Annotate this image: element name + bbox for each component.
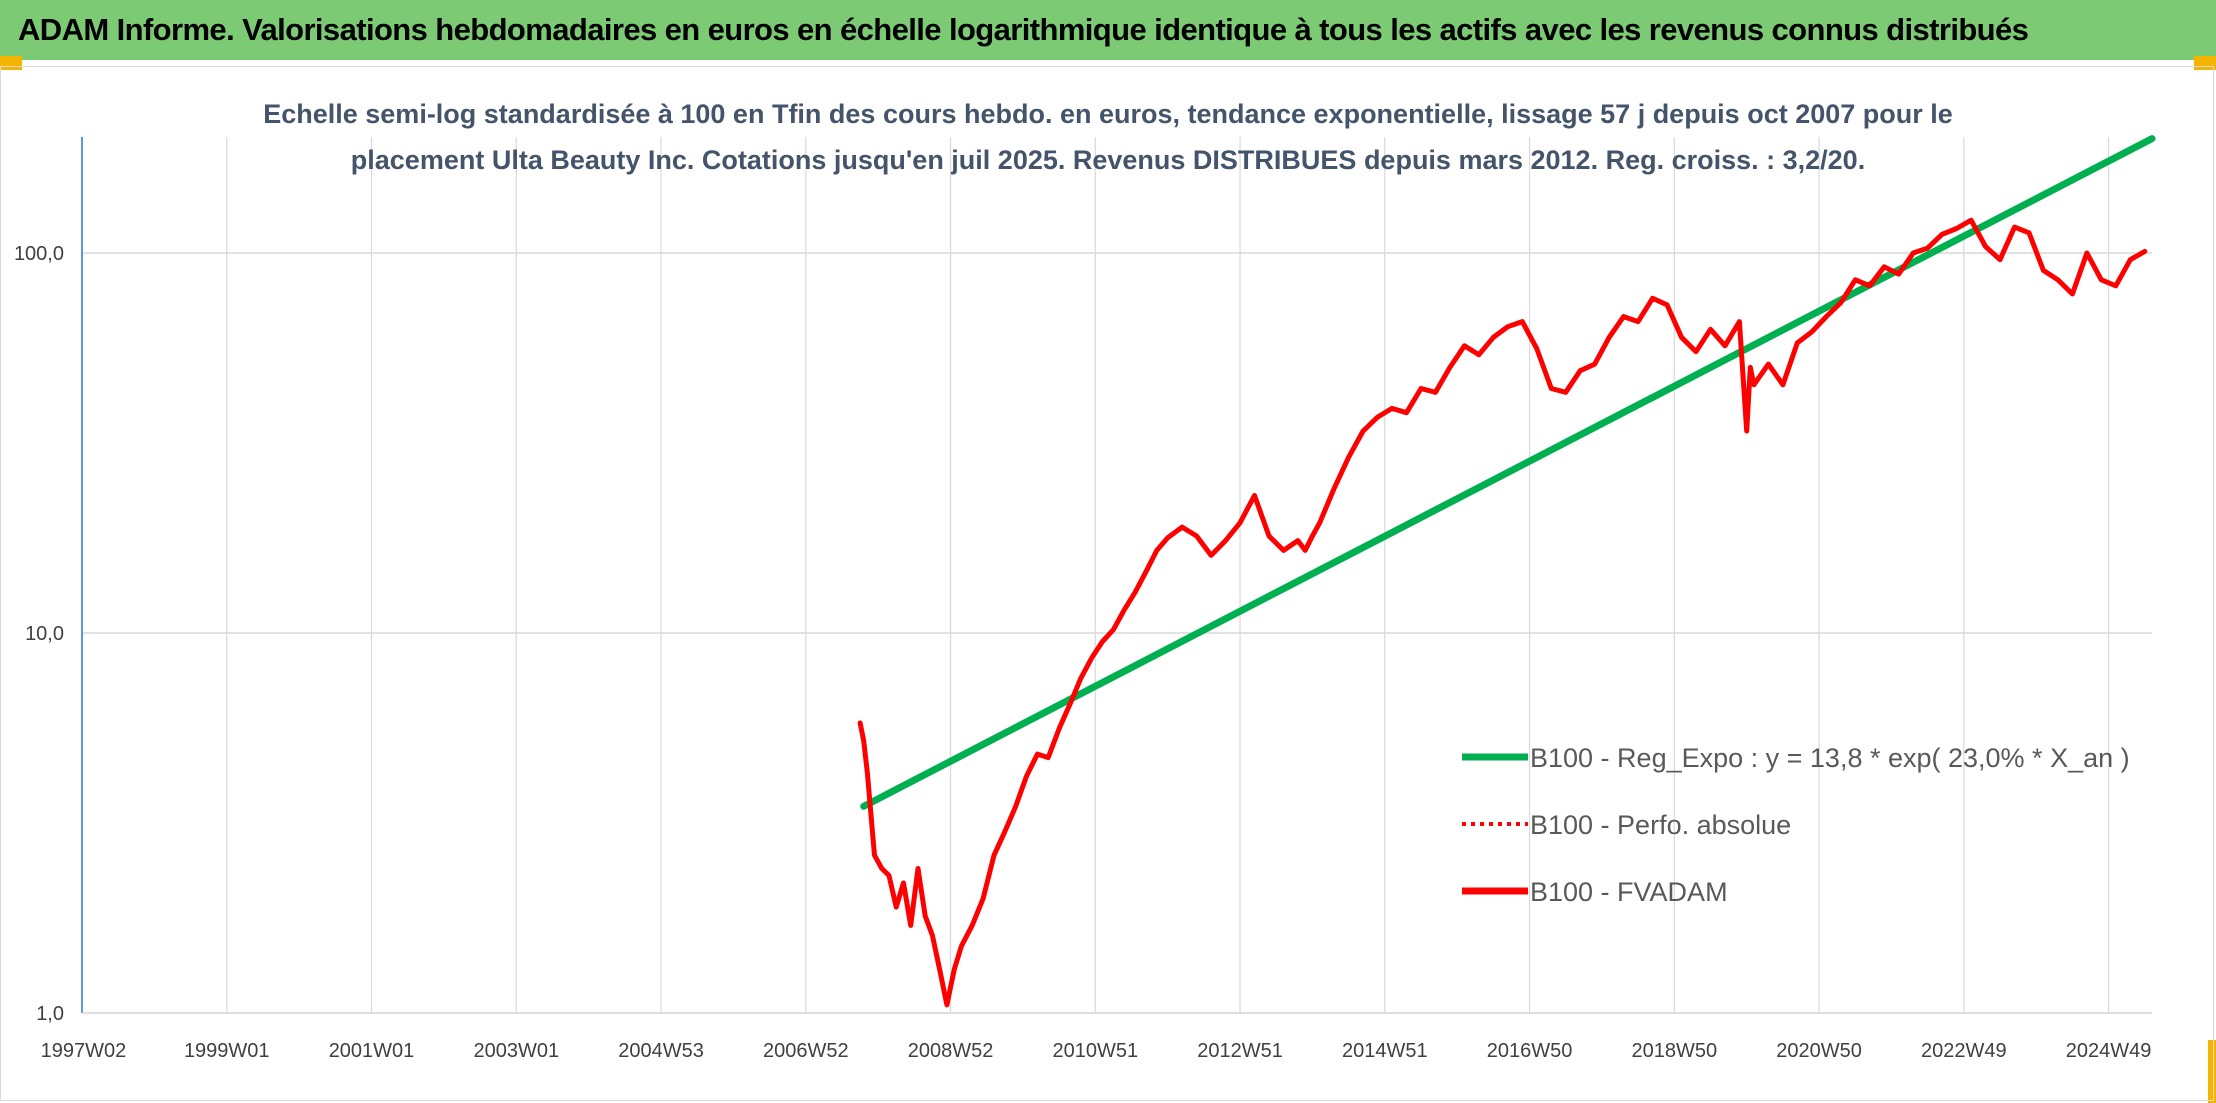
x-axis-ticks: 1997W02 1999W01 2001W01 2003W01 2004W53 2006W… <box>41 1040 2152 1062</box>
x-tick-label: 2016W50 <box>1487 1040 1573 1062</box>
x-tick-label: 2008W52 <box>908 1040 994 1062</box>
legend: B100 - Reg_Expo : y = 13,8 * exp( 23,0% … <box>1462 743 2130 907</box>
chart-title-line-1: Echelle semi-log standardisée à 100 en T… <box>263 99 1953 129</box>
y-tick-label: 10,0 <box>25 623 64 645</box>
series-layer <box>857 135 2156 1008</box>
series-line-0 <box>860 135 2156 810</box>
x-tick-label: 2020W50 <box>1776 1040 1862 1062</box>
chart-title-line-2: placement Ulta Beauty Inc. Cotations jus… <box>351 145 1865 175</box>
x-tick-label: 2001W01 <box>329 1040 415 1062</box>
x-tick-label: 2004W53 <box>618 1040 704 1062</box>
y-tick-label: 1,0 <box>36 1003 64 1025</box>
x-tick-label: 2018W50 <box>1631 1040 1717 1062</box>
x-tick-label: 2010W51 <box>1052 1040 1138 1062</box>
grid <box>82 137 2152 1014</box>
report-banner: ADAM Informe. Valorisations hebdomadaire… <box>0 0 2216 60</box>
x-tick-label: 2012W51 <box>1197 1040 1283 1062</box>
legend-label-0: B100 - Reg_Expo : y = 13,8 * exp( 23,0% … <box>1530 743 2130 773</box>
report-title: ADAM Informe. Valorisations hebdomadaire… <box>18 12 2029 47</box>
x-tick-label: 2022W49 <box>1921 1040 2007 1062</box>
x-tick-label: 2024W49 <box>2066 1040 2152 1062</box>
x-tick-label: 2003W01 <box>473 1040 559 1062</box>
legend-label-1: B100 - Perfo. absolue <box>1530 810 1791 840</box>
corner-marker-bottom <box>2208 1040 2216 1103</box>
y-tick-label: 100,0 <box>14 243 64 265</box>
x-tick-label: 1997W02 <box>41 1040 127 1062</box>
series-line-2 <box>857 217 2148 1008</box>
chart-frame <box>0 66 2214 1101</box>
x-tick-label: 2014W51 <box>1342 1040 1428 1062</box>
y-axis-ticks: 1,0 10,0 100,0 <box>14 243 64 1025</box>
legend-label-2: B100 - FVADAM <box>1530 877 1728 907</box>
x-tick-label: 2006W52 <box>763 1040 849 1062</box>
x-tick-label: 1999W01 <box>184 1040 270 1062</box>
